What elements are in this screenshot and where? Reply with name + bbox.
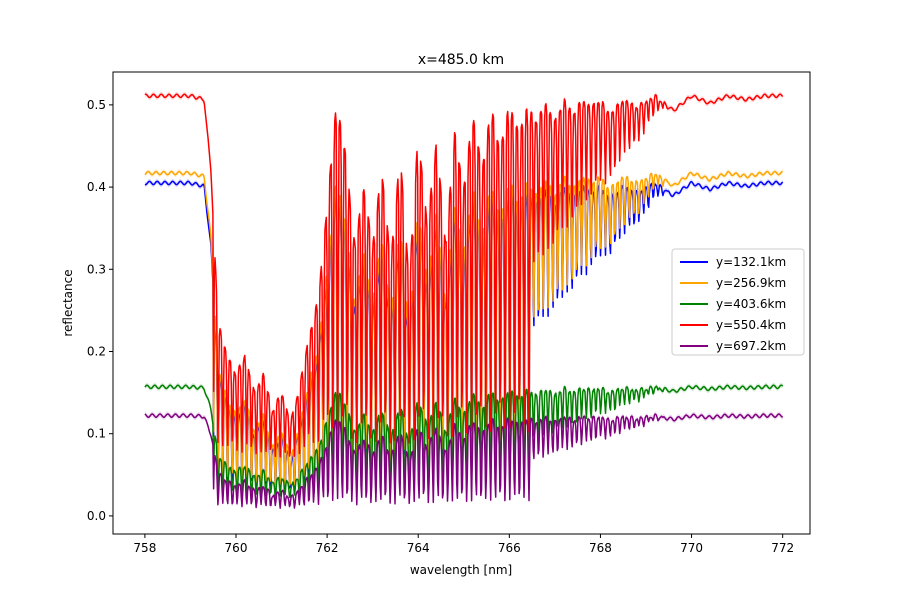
series-layer: [144, 91, 784, 511]
x-tick-label: 768: [589, 541, 612, 555]
y-tick-label: 0.5: [87, 98, 106, 112]
x-tick-label: 766: [498, 541, 521, 555]
series-line-3: [144, 93, 784, 458]
x-tick-label: 760: [225, 541, 248, 555]
x-tick-label: 770: [680, 541, 703, 555]
y-tick-label: 0.2: [87, 345, 106, 359]
x-tick-label: 772: [771, 541, 794, 555]
series-line-4: [144, 413, 784, 509]
legend-label: y=697.2km: [716, 339, 786, 353]
y-axis-ticks: 0.0 0.1 0.2 0.3 0.4 0.5: [87, 98, 113, 523]
plot-area: 758 760 762 764 766 768 770 772 0.0 0.1 0.2 0.3 0.4…: [87, 71, 811, 555]
chart-title: x=485.0 km: [418, 52, 504, 68]
series-line-1: [144, 170, 783, 489]
y-tick-label: 0.1: [87, 427, 106, 441]
y-tick-label: 0.0: [87, 509, 106, 523]
axes-frame: [112, 71, 811, 535]
x-axis-ticks: 758 760 762 764 766 768 770 772: [133, 534, 794, 555]
y-axis-label: reflectance: [61, 269, 75, 336]
x-tick-label: 764: [407, 541, 430, 555]
x-axis-label: wavelength [nm]: [410, 563, 512, 577]
x-tick-label: 762: [316, 541, 339, 555]
y-tick-label: 0.4: [87, 180, 106, 194]
legend-label: y=256.9km: [716, 276, 786, 290]
y-tick-label: 0.3: [87, 262, 106, 276]
legend: y=132.1km y=256.9km y=403.6km y=550.4km y=69…: [671, 248, 805, 356]
legend-label: y=403.6km: [716, 297, 786, 311]
legend-label: y=132.1km: [716, 255, 786, 269]
legend-label: y=550.4km: [716, 318, 786, 332]
legend-box: [671, 248, 805, 356]
x-tick-label: 758: [133, 541, 156, 555]
